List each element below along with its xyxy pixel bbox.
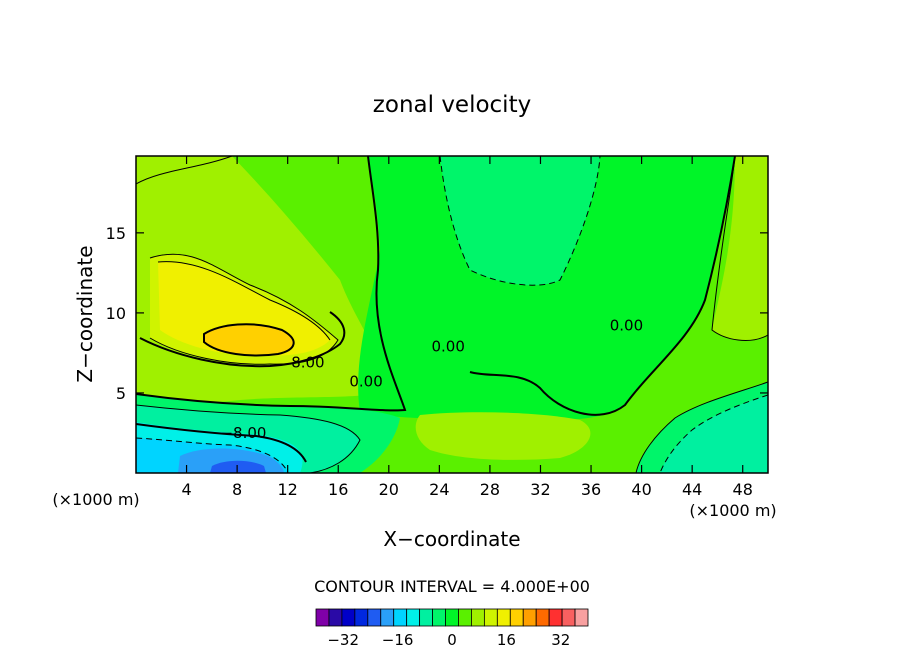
- contour-neg4-se: [635, 381, 768, 473]
- field-band-4-8-east: [712, 156, 768, 341]
- x-tick-label: 48: [733, 480, 753, 499]
- contour-lines-minor: [136, 156, 768, 473]
- contour-labels: 8.00 0.00 0.00 0.00 −8.00: [220, 317, 643, 442]
- plot-frame: [135, 155, 769, 474]
- x-tick-label: 28: [480, 480, 500, 499]
- colorbar-swatch: [509, 608, 524, 627]
- x-axis-label: X−coordinate: [383, 527, 520, 551]
- contour-label: 8.00: [291, 353, 324, 371]
- contour-4-east: [711, 156, 768, 341]
- y-axis-label: Z−coordinate: [73, 245, 97, 382]
- field-band-16-20: [204, 324, 294, 356]
- colorbar-swatch: [432, 608, 446, 627]
- colorbar-tick-labels: −32 −16 0 16 32: [327, 631, 570, 649]
- y-tick-label: 15: [106, 224, 126, 243]
- colorbar-tick-label: 32: [551, 631, 570, 649]
- contour-label: −8.00: [220, 424, 266, 442]
- colorbar-swatch: [419, 608, 433, 627]
- contour-neg8: [136, 423, 307, 463]
- colorbar-swatch: [458, 608, 472, 627]
- colorbar-swatch: [354, 608, 369, 627]
- x-tick-label: 12: [278, 480, 298, 499]
- y-units-label: (×1000 m): [689, 501, 776, 520]
- contour-12: [203, 323, 295, 357]
- colorbar-tick-label: 16: [497, 631, 516, 649]
- contour-field: [136, 156, 768, 473]
- colorbar-swatch: [548, 608, 563, 627]
- field-band-mid-pos: [415, 412, 591, 460]
- colorbar-swatch: [406, 608, 421, 627]
- x-tick-label: 24: [429, 480, 449, 499]
- x-axis-ticks: 4 8 12 16 20 24 28 32 36 40 44 48: [181, 156, 753, 499]
- x-tick-label: 40: [631, 480, 651, 499]
- contour-label: 0.00: [432, 337, 465, 355]
- x-tick-label: 36: [581, 480, 601, 499]
- y-axis-ticks: 5 10 15: [106, 224, 768, 403]
- x-tick-label: 8: [232, 480, 242, 499]
- colorbar-swatch: [341, 608, 356, 627]
- colorbar-swatch: [380, 608, 395, 627]
- colorbar-swatch: [471, 608, 485, 627]
- colorbar-swatch: [561, 608, 576, 627]
- y-tick-label: 5: [116, 384, 126, 403]
- field-band-se-neg8: [660, 395, 768, 473]
- colorbar-swatch: [522, 608, 537, 627]
- colorbar-swatch: [328, 608, 343, 627]
- contour-label: 0.00: [349, 373, 382, 391]
- x-tick-label: 32: [530, 480, 550, 499]
- chart-title: zonal velocity: [373, 92, 531, 118]
- x-tick-label: 44: [682, 480, 702, 499]
- contour-zero-west: [136, 156, 407, 412]
- contour-4: [136, 156, 339, 365]
- colorbar-tick-label: −32: [327, 631, 359, 649]
- contour-16: [157, 261, 331, 341]
- field-band-lower-neg20-neg24: [210, 460, 266, 473]
- contour-label: 0.00: [610, 317, 643, 335]
- contour-neg4-lower: [136, 404, 361, 473]
- contour-neg8-se: [659, 394, 768, 473]
- contour-neg4-north: [439, 156, 601, 286]
- x-units-label: (×1000 m): [52, 490, 139, 509]
- colorbar-swatch: [535, 608, 550, 627]
- y-tick-label: 10: [106, 304, 126, 323]
- colorbar-swatch: [367, 608, 382, 627]
- colorbar-swatch: [315, 608, 330, 627]
- colorbar-tick-label: 0: [447, 631, 457, 649]
- colorbar-swatch: [574, 608, 589, 627]
- contour-interval-label: CONTOUR INTERVAL = 4.000E+00: [314, 577, 590, 596]
- x-tick-label: 20: [379, 480, 399, 499]
- contour-lines-negative: [136, 156, 768, 473]
- colorbar-swatch: [496, 608, 511, 627]
- colorbar-swatch: [445, 608, 459, 627]
- field-band-neg4-neg8: [440, 156, 600, 286]
- colorbar-swatch: [393, 608, 408, 627]
- x-tick-label: 4: [181, 480, 191, 499]
- colorbar-tick-label: −16: [382, 631, 414, 649]
- colorbar-swatch: [483, 608, 498, 627]
- colorbar: [315, 608, 589, 627]
- x-tick-label: 16: [328, 480, 348, 499]
- contour-neg12: [136, 437, 289, 473]
- contour-zero-east: [469, 156, 736, 416]
